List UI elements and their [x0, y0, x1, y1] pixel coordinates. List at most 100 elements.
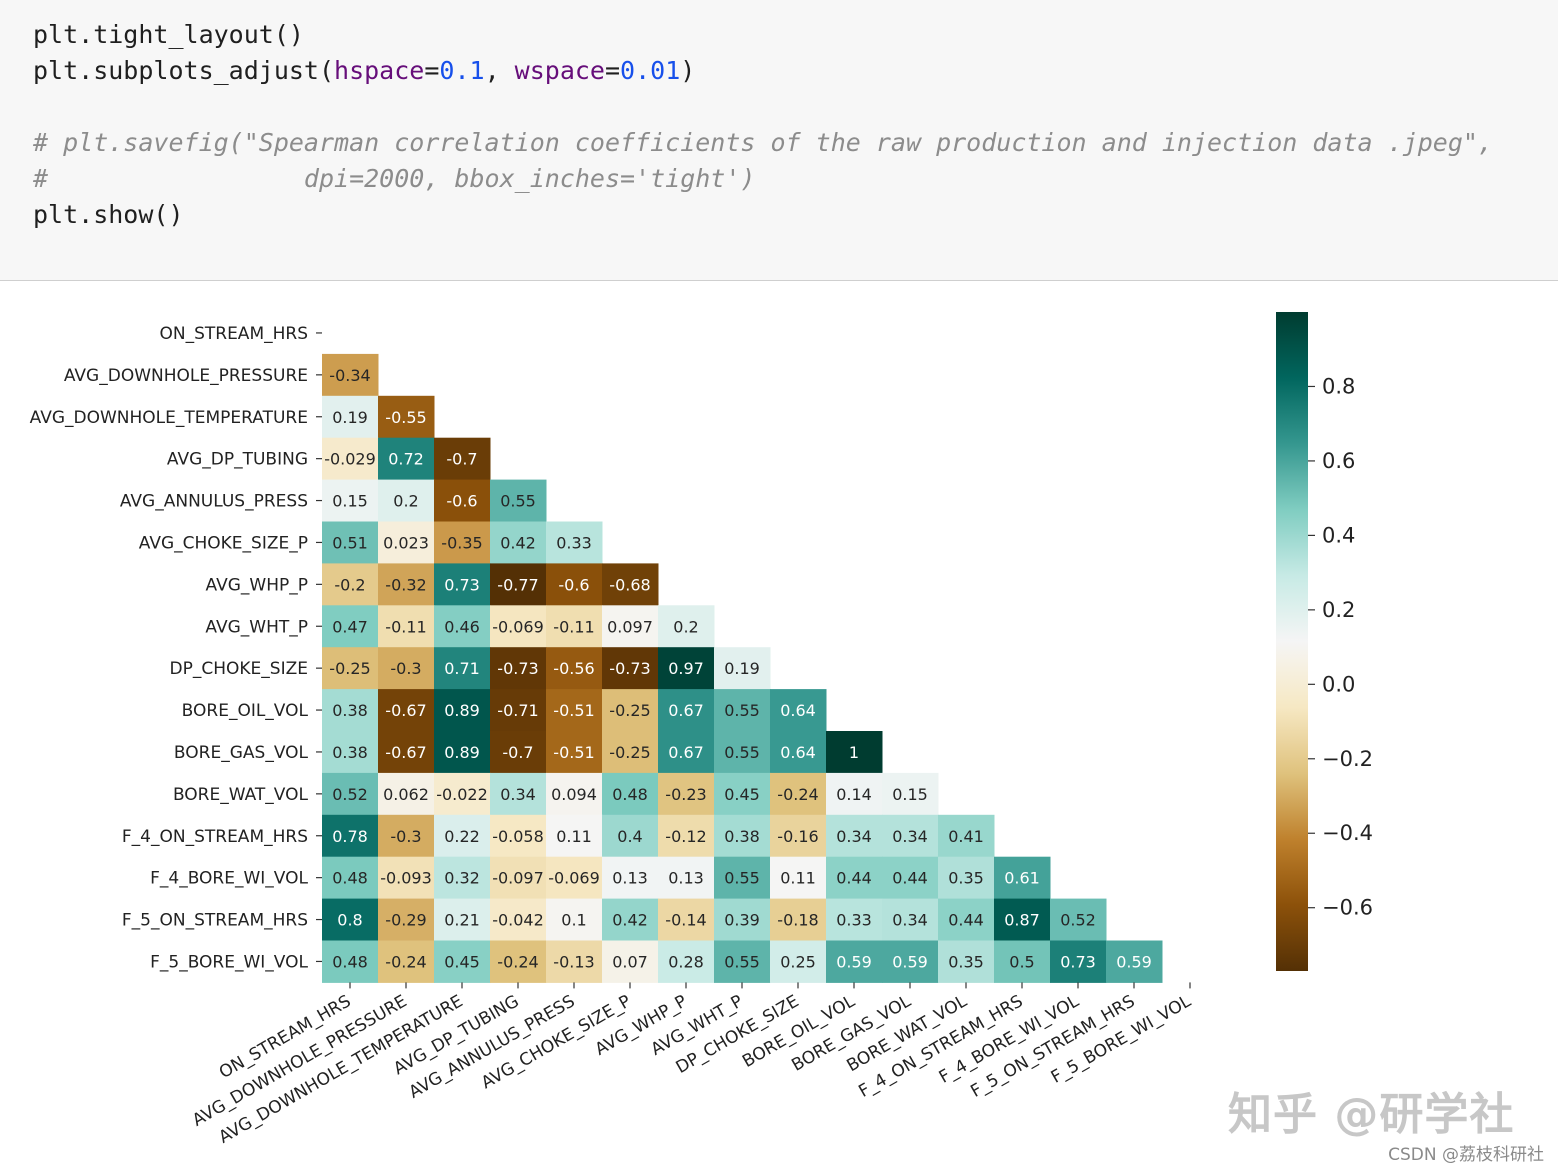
heatmap-cell-12-0	[322, 814, 379, 858]
heatmap-value-label-11-8: -0.24	[777, 785, 818, 804]
heatmap-value-label-13-12: 0.61	[1004, 869, 1040, 888]
heatmap-cell-3-2	[434, 437, 491, 481]
heatmap-cell-14-6	[658, 898, 715, 941]
heatmap-cell-13-3	[490, 856, 547, 900]
heatmap-cell-11-9	[826, 772, 883, 816]
heatmap-cell-10-6	[658, 731, 715, 774]
heatmap-value-label-13-7: 0.55	[724, 869, 760, 888]
heatmap-value-label-5-0: 0.51	[332, 533, 368, 552]
colorbar-tick-label-5: −0.2	[1322, 747, 1373, 771]
heatmap-cell-14-1	[378, 898, 435, 941]
heatmap-cell-14-12	[994, 898, 1051, 941]
heatmap-value-label-14-13: 0.52	[1060, 911, 1096, 930]
heatmap-cell-8-5	[602, 647, 659, 690]
heatmap-value-label-14-2: 0.21	[444, 911, 480, 930]
heatmap-cell-15-9	[826, 940, 883, 983]
heatmap-cell-5-1	[378, 521, 435, 564]
heatmap-cell-2-0	[322, 395, 379, 439]
heatmap-value-label-15-10: 0.59	[892, 952, 928, 971]
heatmap-value-label-6-3: -0.77	[497, 575, 538, 594]
heatmap-cell-15-4	[546, 940, 603, 983]
heatmap-value-label-15-12: 0.5	[1009, 952, 1034, 971]
heatmap-value-label-12-4: 0.11	[556, 827, 592, 846]
heatmap-cell-14-9	[826, 898, 883, 941]
heatmap-value-label-13-5: 0.13	[612, 869, 648, 888]
heatmap-cell-14-4	[546, 898, 603, 941]
heatmap-cell-15-11	[938, 940, 995, 983]
code-line-tight-layout: plt.tight_layout()	[33, 20, 304, 49]
heatmap-value-label-12-5: 0.4	[617, 827, 642, 846]
heatmap-value-label-14-0: 0.8	[337, 911, 362, 930]
correlation-heatmap: -0.34 0.19 -0.55 -0.029 0.72 -0.7 0.15 0.2 -0.6 0…	[30, 312, 1373, 1148]
colorbar-tick-label-3: 0.2	[1322, 598, 1355, 622]
code-cell[interactable]: plt.tight_layout() plt.subplots_adjust(h…	[0, 0, 1558, 281]
heatmap-value-label-6-1: -0.32	[385, 575, 426, 594]
heatmap-value-label-12-3: -0.058	[492, 827, 544, 846]
heatmap-cell-13-9	[826, 856, 883, 900]
heatmap-value-label-11-9: 0.14	[836, 785, 872, 804]
heatmap-cell-9-0	[322, 689, 379, 732]
heatmap-cell-12-8	[770, 814, 827, 858]
code-arg-hspace: hspace	[334, 56, 425, 85]
heatmap-cell-15-8	[770, 940, 827, 983]
heatmap-value-label-9-8: 0.64	[780, 701, 816, 720]
y-tick-label-3: AVG_DP_TUBING	[167, 450, 308, 470]
heatmap-cell-2-1	[378, 395, 435, 439]
colorbar	[1276, 312, 1308, 971]
y-tick-label-12: F_4_ON_STREAM_HRS	[122, 827, 308, 847]
heatmap-value-label-8-0: -0.25	[329, 659, 370, 678]
heatmap-cell-10-3	[490, 731, 547, 774]
heatmap-value-label-3-0: -0.029	[324, 450, 376, 469]
heatmap-value-label-14-6: -0.14	[665, 911, 706, 930]
heatmap-cell-5-2	[434, 521, 491, 564]
heatmap-value-label-15-0: 0.48	[332, 952, 368, 971]
csdn-credit: CSDN @荔枝科研社	[1388, 1145, 1544, 1165]
code-sep: ,	[484, 56, 515, 85]
heatmap-value-label-15-11: 0.35	[948, 952, 984, 971]
heatmap-cell-14-13	[1050, 898, 1107, 941]
heatmap-value-label-15-1: -0.24	[385, 952, 426, 971]
heatmap-value-label-12-8: -0.16	[777, 827, 818, 846]
heatmap-cell-7-6	[658, 605, 715, 648]
heatmap-value-label-10-2: 0.89	[444, 743, 480, 762]
heatmap-value-label-5-1: 0.023	[383, 533, 429, 552]
heatmap-value-label-13-4: -0.069	[548, 869, 600, 888]
heatmap-value-label-12-2: 0.22	[444, 827, 480, 846]
heatmap-value-label-15-3: -0.24	[497, 952, 538, 971]
heatmap-cell-11-0	[322, 772, 379, 816]
heatmap-value-label-7-5: 0.097	[607, 617, 653, 636]
heatmap-value-label-11-3: 0.34	[500, 785, 536, 804]
heatmap-value-label-7-6: 0.2	[673, 617, 698, 636]
heatmap-cell-10-2	[434, 731, 491, 774]
heatmap-cell-14-5	[602, 898, 659, 941]
heatmap-value-label-14-1: -0.29	[385, 911, 426, 930]
heatmap-value-label-5-4: 0.33	[556, 533, 592, 552]
heatmap-cell-15-3	[490, 940, 547, 983]
heatmap-value-label-11-1: 0.062	[383, 785, 429, 804]
colorbar-tick-label-6: −0.4	[1322, 821, 1373, 845]
heatmap-value-label-6-4: -0.6	[558, 575, 589, 594]
code-val-hspace: 0.1	[439, 56, 485, 85]
heatmap-value-label-12-10: 0.34	[892, 827, 928, 846]
heatmap-value-label-14-5: 0.42	[612, 911, 648, 930]
heatmap-cell-13-5	[602, 856, 659, 900]
heatmap-value-label-15-5: 0.07	[612, 952, 648, 971]
y-tick-label-6: AVG_WHP_P	[206, 575, 308, 595]
heatmap-cell-8-3	[490, 647, 547, 690]
heatmap-value-label-4-3: 0.55	[500, 492, 536, 511]
colorbar-tick-label-0: 0.8	[1322, 374, 1355, 398]
heatmap-cell-11-8	[770, 772, 827, 816]
heatmap-cell-4-2	[434, 479, 491, 522]
heatmap-value-label-10-5: -0.25	[609, 743, 650, 762]
heatmap-cell-6-3	[490, 563, 547, 606]
heatmap-value-label-14-7: 0.39	[724, 911, 760, 930]
heatmap-cell-14-8	[770, 898, 827, 941]
heatmap-value-label-8-3: -0.73	[497, 659, 538, 678]
heatmap-value-label-5-3: 0.42	[500, 533, 536, 552]
heatmap-value-label-8-4: -0.56	[553, 659, 594, 678]
heatmap-cell-15-5	[602, 940, 659, 983]
heatmap-value-label-9-4: -0.51	[553, 701, 594, 720]
heatmap-cell-9-1	[378, 689, 435, 732]
heatmap-cell-12-4	[546, 814, 603, 858]
heatmap-value-label-10-3: -0.7	[502, 743, 533, 762]
